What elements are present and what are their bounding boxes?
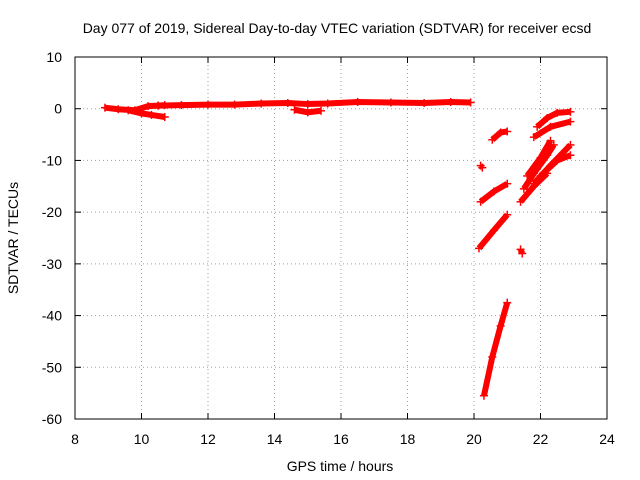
series-seg-d — [479, 298, 512, 400]
y-tick-label: -30 — [42, 256, 62, 272]
data-series — [100, 97, 575, 400]
series-seg-b — [476, 179, 512, 206]
x-tick-label: 10 — [134, 431, 150, 447]
y-tick-label: -40 — [42, 308, 62, 324]
x-tick-label: 12 — [200, 431, 216, 447]
series-seg-i — [536, 151, 575, 180]
y-tick-label: -20 — [42, 204, 62, 220]
x-tick-label: 20 — [466, 431, 482, 447]
x-tick-label: 14 — [267, 431, 283, 447]
series-trace — [481, 301, 511, 397]
series-band-dip — [124, 106, 169, 121]
y-tick-label: -50 — [42, 359, 62, 375]
y-tick-label: 10 — [46, 49, 62, 65]
x-tick-label: 24 — [599, 431, 615, 447]
series-trace — [535, 108, 571, 130]
series-pt-b — [516, 245, 527, 258]
y-axis-label: SDTVAR / TECUs — [5, 182, 21, 294]
y-tick-label: -60 — [42, 411, 62, 427]
chart-title: Day 077 of 2019, Sidereal Day-to-day VTE… — [83, 20, 592, 36]
x-tick-label: 22 — [533, 431, 549, 447]
series-trace — [521, 143, 557, 191]
series-trace — [476, 212, 510, 251]
series-trace — [127, 107, 166, 120]
x-axis-label: GPS time / hours — [287, 458, 394, 474]
grid — [75, 57, 607, 419]
series-band-dip-2 — [290, 105, 326, 117]
y-tick-label: 0 — [54, 101, 62, 117]
axis-ticks: 8 10 12 14 16 18 20 22 24 10 0 -10 -20 -30 -40 -50 -60 — [42, 49, 615, 447]
series-seg-c — [474, 210, 512, 253]
y-tick-label: -10 — [42, 152, 62, 168]
series-seg-g — [523, 136, 555, 180]
x-tick-label: 8 — [71, 431, 79, 447]
x-tick-label: 18 — [400, 431, 416, 447]
series-seg-j — [533, 107, 575, 131]
series-seg-k — [529, 117, 575, 142]
x-tick-label: 16 — [333, 431, 349, 447]
series-band-main — [154, 97, 475, 110]
series-pt-a — [476, 161, 487, 172]
series-seg-a — [488, 127, 512, 144]
